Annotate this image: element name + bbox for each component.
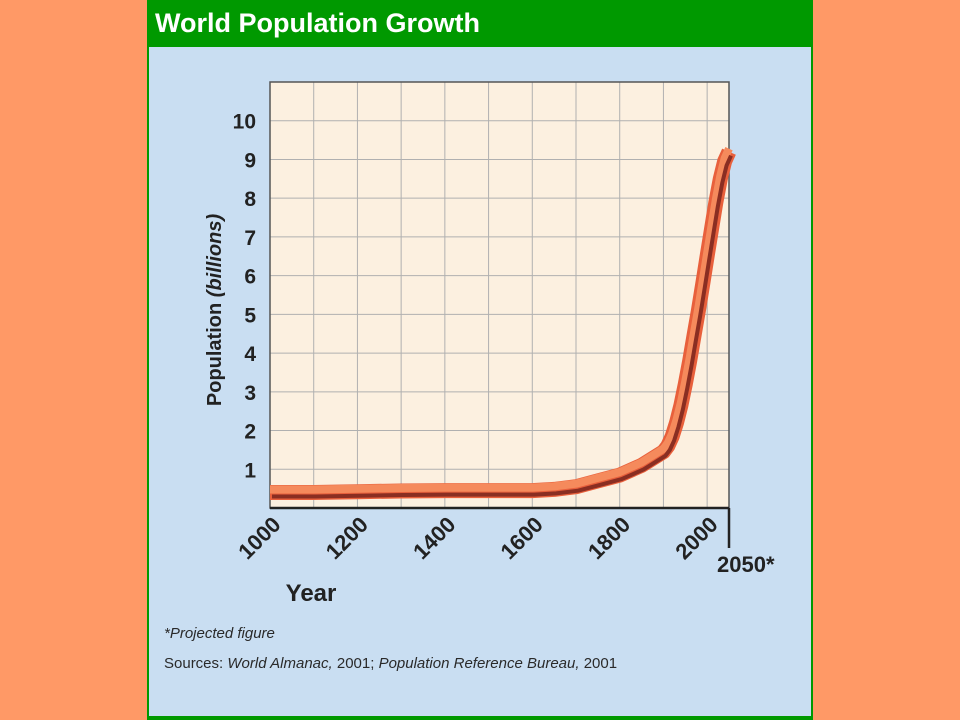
y-axis-label-unit: (billions) <box>204 214 226 298</box>
x-tick-label: 2050* <box>717 552 775 577</box>
x-tick-label: 1800 <box>583 512 635 564</box>
x-tick-label: 1400 <box>408 512 460 564</box>
x-axis-label: Year <box>286 580 337 607</box>
series-line-core <box>272 154 733 499</box>
sources-note: Sources: World Almanac, 2001; Population… <box>164 655 617 672</box>
y-tick-label: 7 <box>244 227 256 250</box>
source-year-1: 2001; <box>332 655 379 672</box>
y-tick-label: 1 <box>244 459 256 482</box>
series-line-highlight <box>270 147 733 494</box>
x-tick-label: 1600 <box>496 512 548 564</box>
y-tick-label: 9 <box>244 149 256 172</box>
chart-title: World Population Growth <box>155 8 480 38</box>
chart-svg: 1 2 3 4 5 6 7 8 9 10 1000 1200 1400 1600 1800 20002050… <box>204 81 775 607</box>
source-year-2: 2001 <box>579 655 618 672</box>
y-tick-label: 2 <box>244 421 256 444</box>
chart-panel: World Population Growth 1 2 3 4 5 6 7 8 9 10 1000… <box>147 0 813 720</box>
y-axis-label: Population (billions) <box>204 214 226 407</box>
y-tick-label: 10 <box>233 111 256 134</box>
source-world-almanac: World Almanac, <box>227 655 333 672</box>
y-tick-label: 6 <box>244 266 256 289</box>
sources-prefix: Sources: <box>164 655 228 672</box>
y-tick-label: 4 <box>244 343 256 366</box>
grid <box>269 81 729 509</box>
x-tick-label: 1200 <box>321 512 373 564</box>
plot-area <box>270 82 729 508</box>
x-tick-label: 2000 <box>670 512 722 564</box>
x-tick-label: 1000 <box>233 512 285 564</box>
y-tick-labels: 1 2 3 4 5 6 7 8 9 10 <box>233 111 257 483</box>
series-layer <box>270 147 736 500</box>
y-tick-label: 5 <box>244 304 256 327</box>
y-tick-label: 8 <box>244 188 256 211</box>
y-axis-label-main: Population <box>204 297 226 406</box>
title-bar: World Population Growth <box>149 0 811 47</box>
y-tick-label: 3 <box>244 382 256 405</box>
footnote: *Projected figure <box>164 625 275 642</box>
axes <box>269 81 731 548</box>
source-prb: Population Reference Bureau, <box>378 655 580 672</box>
bottom-bar <box>149 716 811 720</box>
